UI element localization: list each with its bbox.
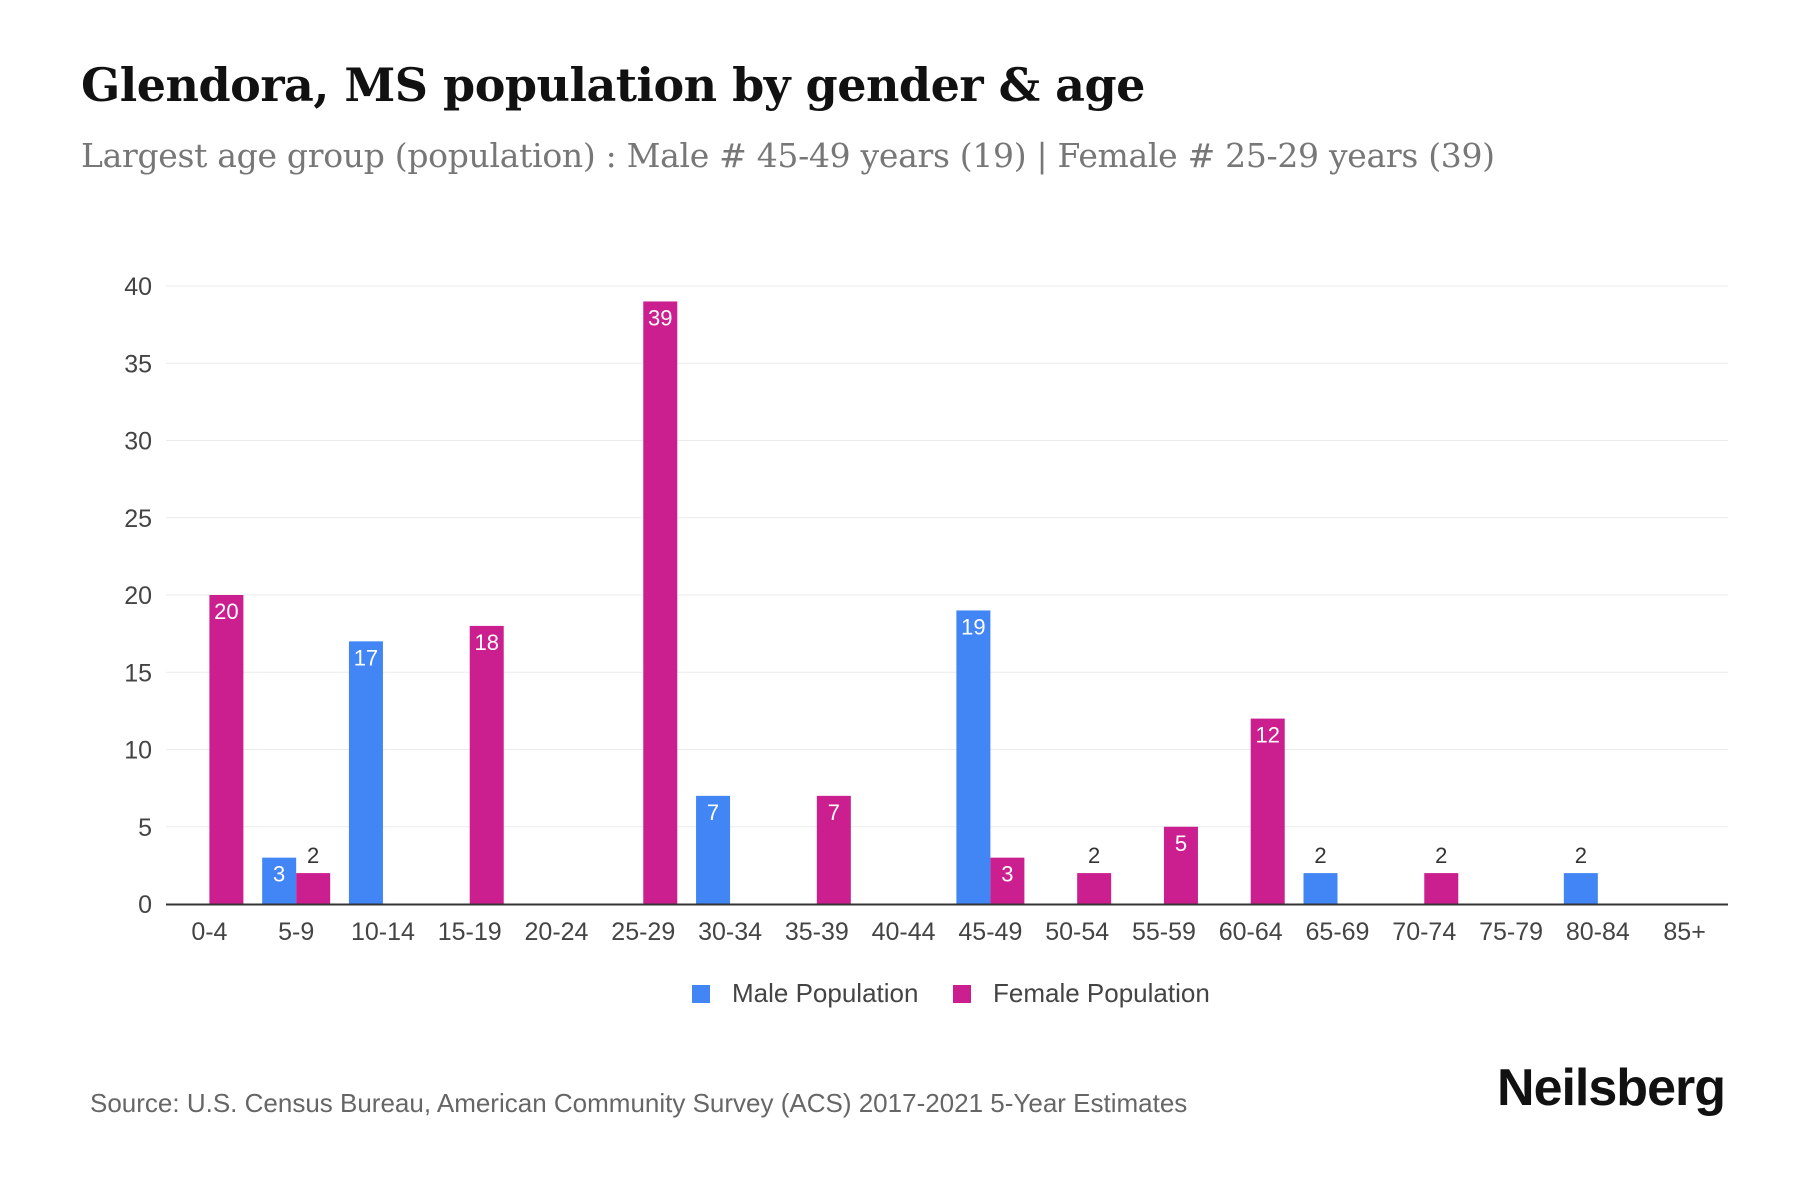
x-category-label: 45-49: [958, 918, 1022, 946]
x-category-label: 0-4: [191, 918, 227, 946]
x-category-label: 15-19: [438, 918, 502, 946]
female-value-label: 5: [1175, 831, 1187, 856]
legend[interactable]: Male Population Female Population: [692, 978, 1210, 1008]
x-category-label: 25-29: [611, 918, 675, 946]
female-bar[interactable]: [1163, 826, 1198, 904]
female-legend-swatch: [953, 985, 971, 1003]
female-legend-label[interactable]: Female Population: [993, 978, 1210, 1008]
y-axis-ticks: 0 5 10 15 20 25 30 35 40: [124, 273, 152, 919]
female-bar[interactable]: [469, 625, 504, 904]
y-tick-label: 5: [138, 814, 152, 842]
x-axis-categories: 0-4 5-9 10-14 15-19 20-24 25-29 30-34 35-39 40-4…: [191, 918, 1706, 946]
female-value-label: 2: [1435, 843, 1447, 868]
y-tick-label: 0: [138, 891, 152, 919]
male-value-label: 7: [707, 800, 719, 825]
female-value-label: 12: [1255, 723, 1279, 748]
x-category-label: 10-14: [351, 918, 415, 946]
male-bar[interactable]: [262, 857, 297, 904]
male-value-label: 19: [961, 614, 985, 639]
female-bar[interactable]: [1077, 873, 1112, 904]
male-value-label: 2: [1575, 843, 1587, 868]
y-tick-label: 15: [124, 659, 152, 687]
x-category-label: 70-74: [1392, 918, 1456, 946]
female-bar[interactable]: [1250, 718, 1285, 904]
female-bar[interactable]: [209, 595, 244, 904]
y-tick-label: 30: [124, 428, 152, 456]
female-value-label: 2: [1088, 843, 1100, 868]
female-value-label: 7: [828, 800, 840, 825]
bars: [209, 301, 1598, 904]
x-category-label: 55-59: [1132, 918, 1196, 946]
x-category-label: 75-79: [1479, 918, 1543, 946]
x-category-label: 20-24: [525, 918, 589, 946]
x-category-label: 50-54: [1045, 918, 1109, 946]
female-bar[interactable]: [1424, 873, 1459, 904]
female-bar[interactable]: [296, 873, 331, 904]
chart-subtitle: Largest age group (population) : Male # …: [81, 136, 1495, 175]
x-category-label: 85+: [1663, 918, 1705, 946]
x-category-label: 80-84: [1566, 918, 1630, 946]
x-category-label: 65-69: [1306, 918, 1370, 946]
y-tick-label: 35: [124, 350, 152, 378]
female-bar[interactable]: [990, 857, 1025, 904]
female-value-label: 18: [474, 630, 498, 655]
male-legend-label[interactable]: Male Population: [732, 978, 918, 1008]
x-category-label: 35-39: [785, 918, 849, 946]
brand-logo: Neilsberg: [1497, 1059, 1726, 1117]
male-bar[interactable]: [348, 641, 383, 904]
female-value-label: 2: [307, 843, 319, 868]
male-value-label: 17: [354, 645, 378, 670]
gridlines: [166, 285, 1728, 828]
male-bar[interactable]: [1563, 873, 1598, 904]
x-category-label: 5-9: [278, 918, 314, 946]
x-category-label: 30-34: [698, 918, 762, 946]
male-value-label: 3: [273, 862, 285, 887]
male-bar[interactable]: [956, 610, 991, 904]
y-tick-label: 25: [124, 505, 152, 533]
chart-title: Glendora, MS population by gender & age: [81, 58, 1145, 112]
x-category-label: 60-64: [1219, 918, 1283, 946]
y-tick-label: 40: [124, 273, 152, 301]
male-legend-swatch: [692, 985, 710, 1003]
male-bar[interactable]: [696, 795, 731, 904]
source-note: Source: U.S. Census Bureau, American Com…: [90, 1088, 1188, 1118]
female-value-label: 20: [214, 599, 238, 624]
male-value-label: 2: [1314, 843, 1326, 868]
female-bar[interactable]: [816, 795, 851, 904]
y-tick-label: 20: [124, 582, 152, 610]
male-bar[interactable]: [1303, 873, 1338, 904]
female-bar[interactable]: [643, 301, 678, 904]
y-tick-label: 10: [124, 737, 152, 765]
x-category-label: 40-44: [872, 918, 936, 946]
female-value-label: 39: [648, 305, 672, 330]
female-value-label: 3: [1001, 862, 1013, 887]
